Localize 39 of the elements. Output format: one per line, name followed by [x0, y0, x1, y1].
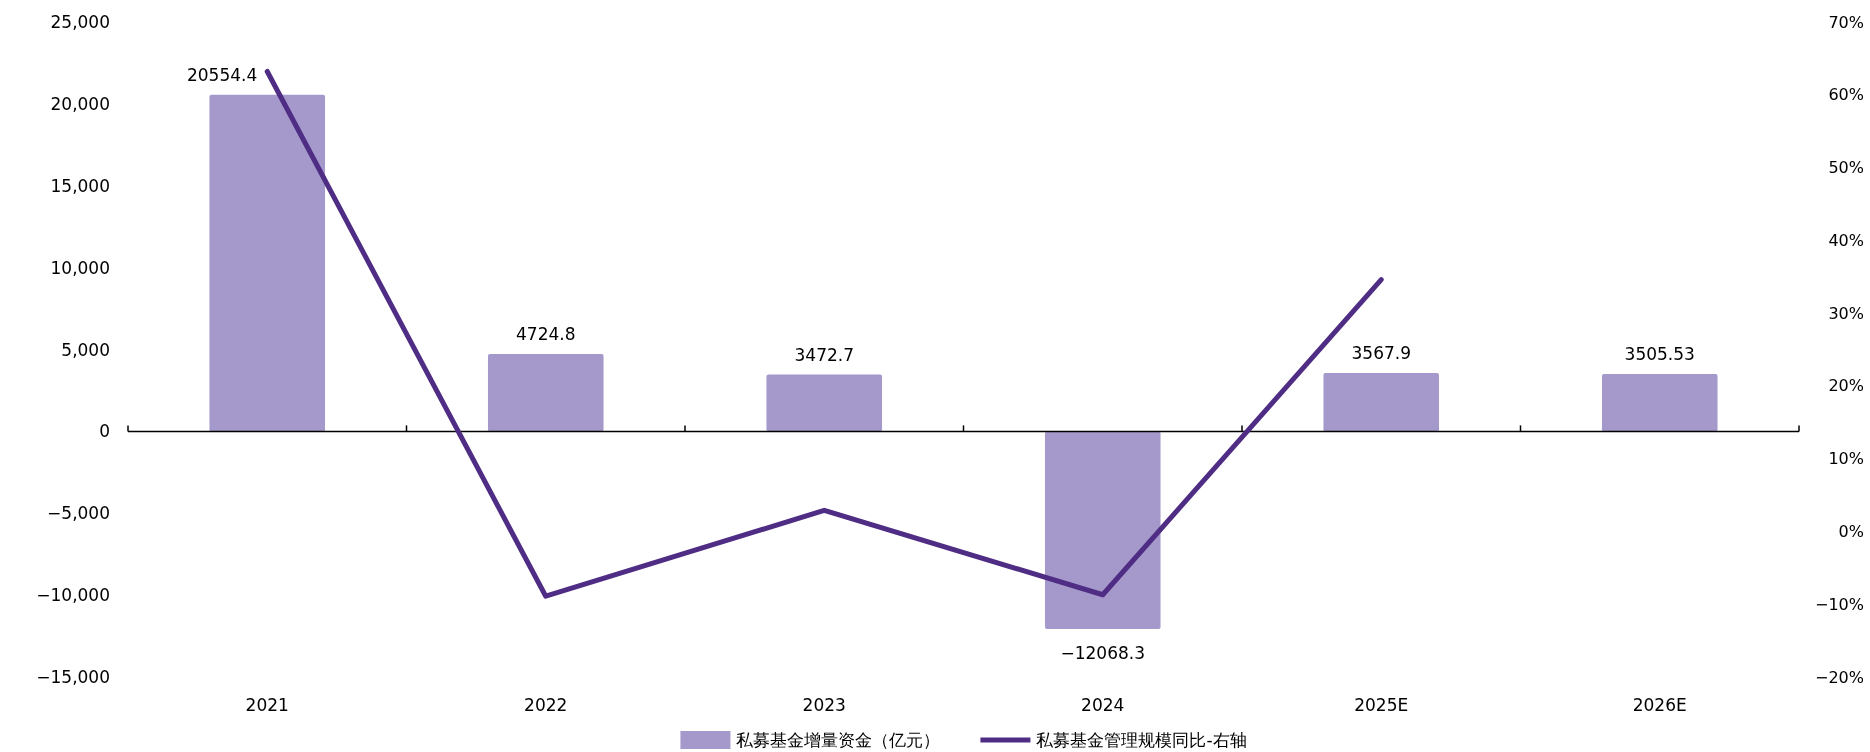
y2-tick-label: 50%	[1828, 158, 1864, 178]
y-tick-label: 5,000	[61, 339, 110, 360]
data-label: −12068.3	[1060, 642, 1146, 663]
y-tick-label: −15,000	[36, 667, 110, 687]
bar	[1044, 431, 1161, 629]
data-label: 3567.9	[1351, 342, 1411, 363]
x-tick-label: 2021	[245, 695, 289, 715]
bar	[487, 354, 604, 432]
y2-tick-label: 20%	[1828, 376, 1864, 396]
y2-tick-label: 70%	[1828, 12, 1864, 32]
legend-label: 私募基金管理规模同比-右轴	[1036, 730, 1247, 750]
data-label: 3505.53	[1624, 343, 1695, 364]
x-tick-label: 2022	[524, 695, 568, 715]
y-tick-label: 15,000	[50, 175, 110, 196]
x-tick-label: 2023	[802, 695, 846, 715]
data-label: 4724.8	[516, 324, 576, 345]
y-tick-label: 20,000	[50, 93, 110, 114]
bar	[1601, 373, 1718, 432]
y-tick-label: 10,000	[50, 257, 110, 278]
x-tick-label: 2024	[1081, 695, 1125, 715]
x-tick-label: 2026E	[1632, 695, 1687, 715]
y2-tick-label: 10%	[1828, 449, 1864, 469]
y-tick-label: 0	[99, 421, 110, 442]
bar	[1323, 372, 1440, 432]
y2-tick-label: 60%	[1828, 85, 1864, 105]
bar	[766, 374, 883, 432]
y2-tick-label: 0%	[1838, 521, 1864, 541]
bar	[209, 94, 326, 432]
y-tick-label: −10,000	[36, 585, 110, 606]
data-label: 20554.4	[186, 64, 258, 85]
x-tick-label: 2025E	[1354, 695, 1409, 715]
y2-tick-label: 40%	[1828, 230, 1864, 250]
y-tick-label: 25,000	[50, 12, 110, 32]
y2-tick-label: 30%	[1828, 303, 1864, 323]
y2-tick-label: −10%	[1815, 594, 1864, 614]
data-label: 3472.7	[794, 344, 854, 365]
legend-label: 私募基金增量资金（亿元）	[736, 730, 941, 750]
y2-tick-label: −20%	[1815, 667, 1864, 687]
y-tick-label: −5,000	[47, 503, 110, 524]
